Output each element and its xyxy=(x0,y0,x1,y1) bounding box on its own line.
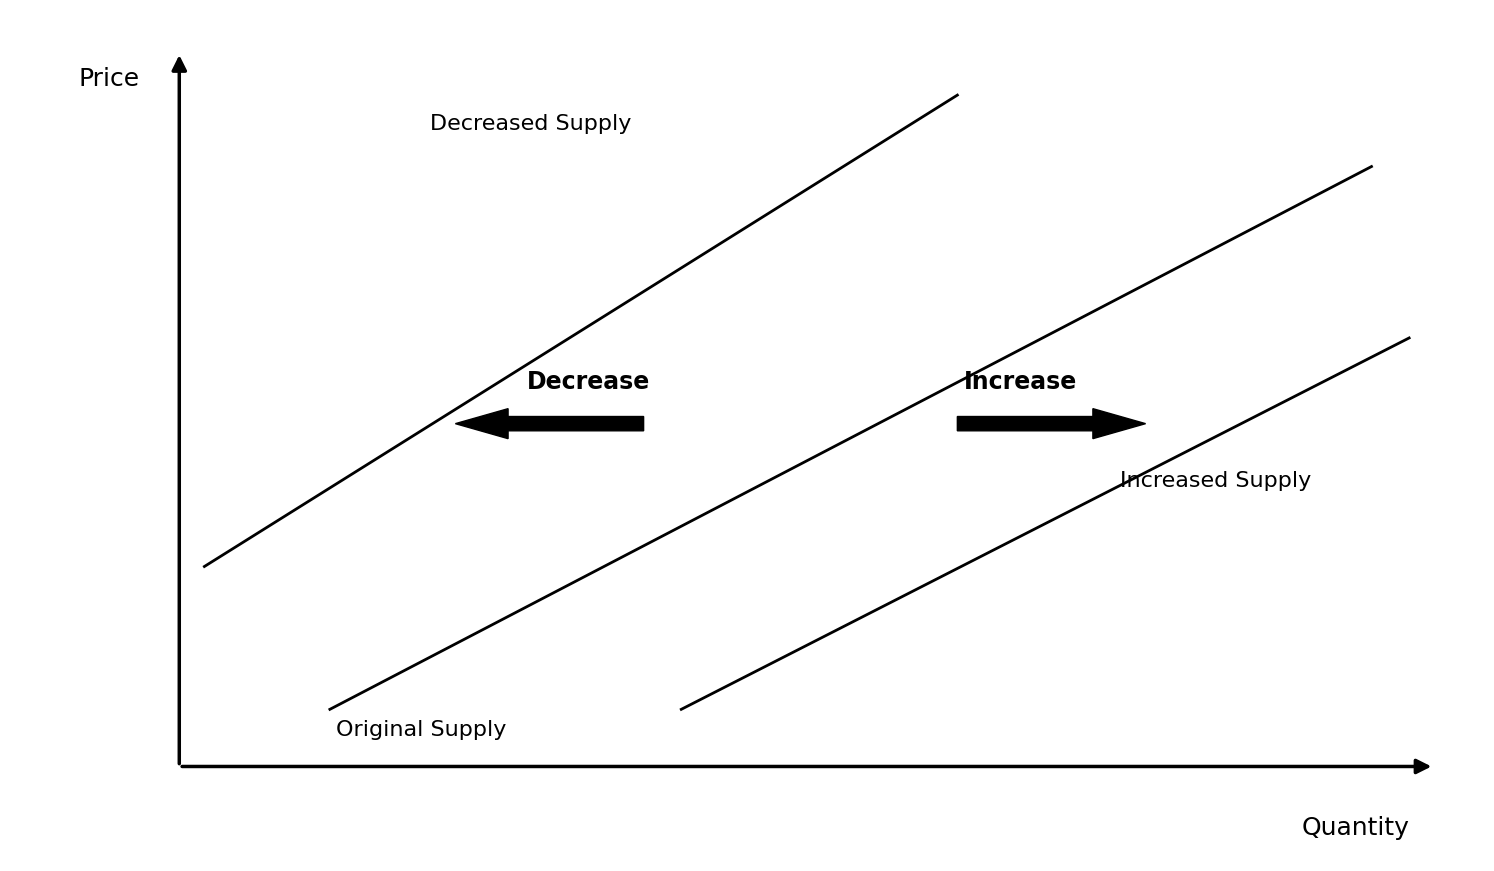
Text: Decreased Supply: Decreased Supply xyxy=(430,114,632,134)
Text: Decrease: Decrease xyxy=(527,369,650,394)
Text: Quantity: Quantity xyxy=(1301,816,1409,841)
Text: Price: Price xyxy=(79,66,140,91)
FancyArrow shape xyxy=(958,408,1146,439)
Text: Increased Supply: Increased Supply xyxy=(1120,471,1312,490)
Text: Increase: Increase xyxy=(964,369,1077,394)
Text: Original Supply: Original Supply xyxy=(336,720,506,740)
FancyArrow shape xyxy=(456,408,644,439)
